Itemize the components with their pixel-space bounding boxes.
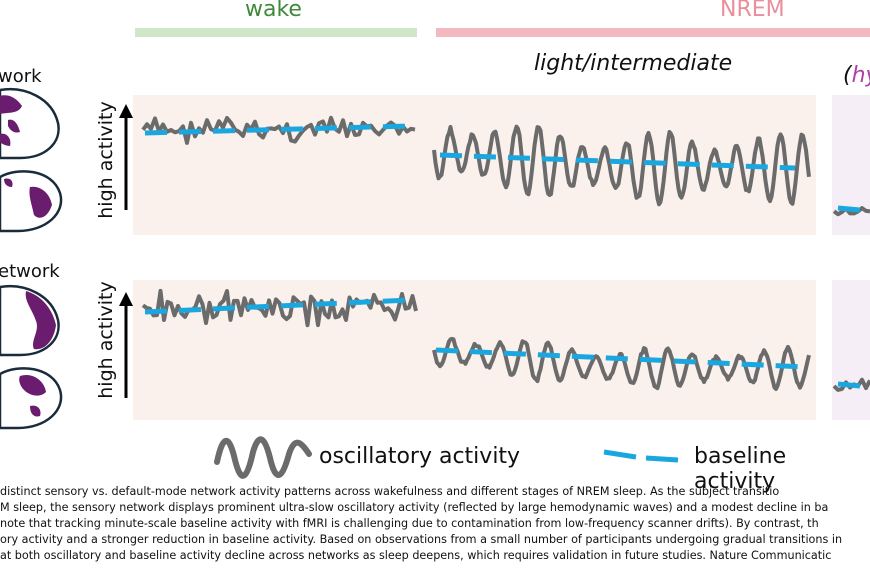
legend-baseline-icon: [603, 449, 679, 463]
baseline-top-light: [439, 152, 796, 171]
trace-bottom-light: [432, 336, 811, 391]
baseline-bottom-deep: [837, 381, 861, 389]
brain-icon-bottom-lateral: [0, 285, 60, 357]
caption-line-4: ory activity and a stronger reduction in…: [0, 533, 843, 546]
light-intermediate-label: light/intermediate: [534, 51, 733, 76]
caption-line-2: M sleep, the sensory network displays pr…: [0, 501, 829, 514]
y-axis-arrow-top: [119, 104, 133, 210]
y-axis-arrow-bottom: [119, 292, 133, 398]
legend-baseline-label: baseline activity: [694, 444, 787, 494]
nrem-stage-bar: [436, 28, 870, 37]
trace-top-deep: [832, 206, 870, 217]
panel-top-main: [133, 95, 816, 235]
baseline-top-wake: [144, 123, 411, 136]
legend-oscillatory-label: oscillatory activity: [319, 444, 521, 469]
network-label-bottom: etwork: [0, 261, 60, 282]
caption-line-3: note that tracking minute-scale baseline…: [0, 517, 819, 530]
hyp-label-colored: hy: [851, 63, 870, 88]
baseline-top-deep: [837, 205, 861, 213]
figure-caption: distinct sensory vs. default-mode networ…: [0, 484, 870, 564]
brain-icon-top-medial: [0, 170, 63, 233]
wake-label: wake: [245, 0, 302, 22]
activity-traces: [141, 115, 870, 392]
network-label-top: work: [0, 66, 42, 87]
panel-bottom-deep: [832, 280, 870, 420]
caption-line-5: at both oscillatory and baseline activit…: [0, 549, 832, 562]
brain-icon-top-lateral: [0, 88, 60, 160]
trace-top-light: [432, 124, 811, 207]
wake-stage-bar: [135, 28, 417, 37]
baseline-bottom-light: [435, 347, 806, 370]
hyp-label: (hy: [843, 63, 870, 88]
brain-icon-bottom-medial: [0, 367, 63, 430]
legend-oscillation-icon: [214, 436, 312, 479]
nrem-label: NREM: [720, 0, 785, 22]
baseline-bottom-wake: [144, 297, 411, 315]
caption-line-1: distinct sensory vs. default-mode networ…: [0, 485, 780, 498]
